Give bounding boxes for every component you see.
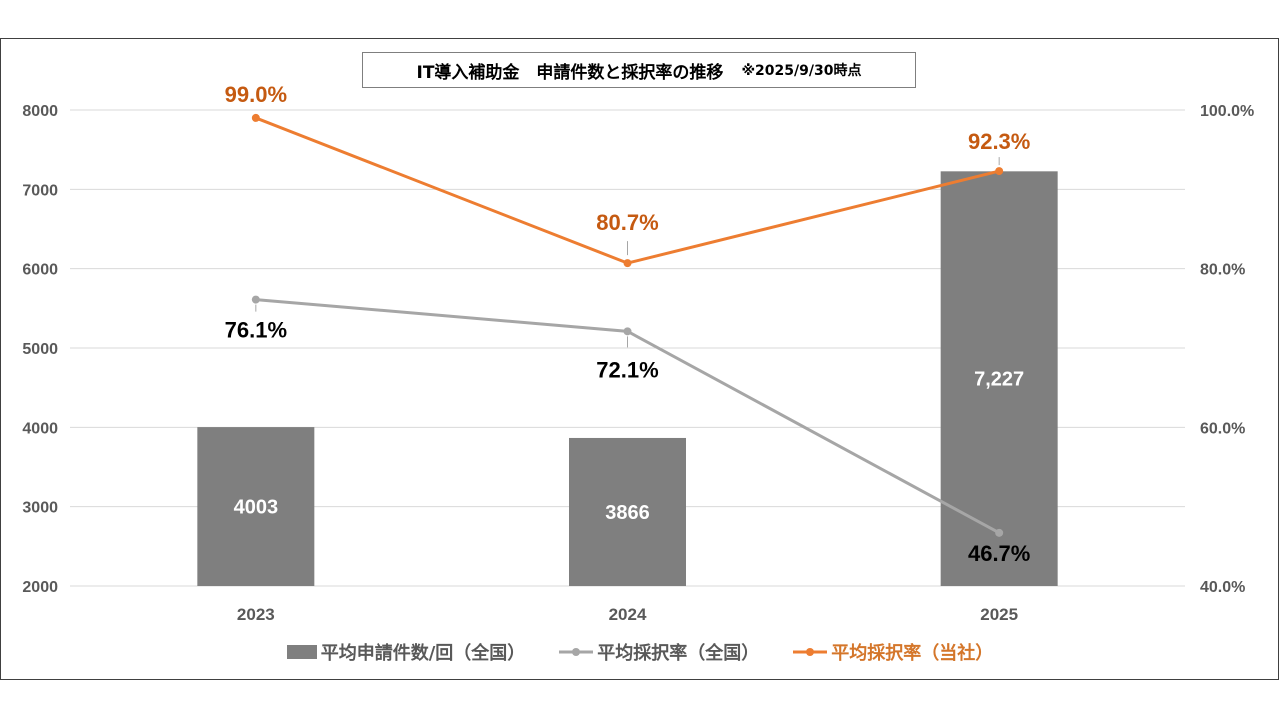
y-left-tick-label: 3000 (22, 500, 58, 517)
legend-label-national-rate: 平均採択率（全国） (597, 643, 760, 664)
bar (940, 171, 1058, 587)
legend-national-line-swatch (559, 648, 594, 656)
chart-title-note: ※2025/9/30時点 (741, 63, 862, 79)
y-left-tick-label: 2000 (22, 579, 58, 596)
chart-title-box: IT導入補助金 申請件数と採択率の推移 ※2025/9/30時点 (362, 52, 916, 88)
legend-item-bars: 平均申請件数/回（全国） (286, 639, 526, 665)
y-left-tick-label: 4000 (22, 420, 58, 437)
x-tick-label: 2023 (237, 605, 275, 624)
legend: 平均申請件数/回（全国） 平均採択率（全国） 平均採択率（当社） (0, 637, 1280, 667)
bar (197, 427, 315, 586)
bar-value-label: 7,227 (974, 369, 1024, 391)
company-rate-point (623, 259, 632, 268)
company-rate-data-label: 92.3% (968, 129, 1030, 154)
y-right-tick-label: 100.0% (1200, 103, 1254, 120)
company-rate-data-label: 80.7% (596, 210, 658, 235)
chart-title: IT導入補助金 申請件数と採択率の推移 (416, 62, 724, 83)
national-rate-data-label: 76.1% (225, 318, 287, 343)
x-tick-label: 2024 (609, 605, 647, 624)
legend-item-national-rate: 平均採択率（全国） (559, 639, 759, 665)
national-rate-data-label: 46.7% (968, 541, 1030, 566)
legend-label-bars: 平均申請件数/回（全国） (320, 643, 526, 664)
legend-bar-swatch (286, 645, 317, 659)
y-left-tick-label: 5000 (22, 341, 58, 358)
y-right-tick-label: 40.0% (1200, 579, 1245, 596)
x-tick-label: 2025 (980, 605, 1018, 624)
y-left-tick-label: 8000 (22, 103, 58, 120)
company-rate-point (251, 113, 260, 122)
national-rate-data-label: 72.1% (596, 357, 658, 382)
national-rate-point (995, 528, 1004, 537)
national-rate-point (623, 327, 632, 336)
bar (569, 437, 686, 586)
chart-frame (0, 38, 1279, 680)
legend-company-line-swatch (793, 648, 828, 656)
y-right-tick-label: 60.0% (1200, 420, 1245, 437)
y-left-tick-label: 7000 (22, 182, 58, 199)
legend-label-company-rate: 平均採択率（当社） (831, 643, 994, 664)
company-rate-data-label: 99.0% (225, 82, 287, 107)
bar-value-label: 4003 (234, 497, 279, 519)
bar-value-label: 3866 (605, 502, 650, 524)
company-rate-point (995, 167, 1004, 176)
national-rate-point (251, 295, 260, 304)
y-left-tick-label: 6000 (22, 262, 58, 279)
y-right-tick-label: 80.0% (1200, 262, 1245, 279)
legend-item-company-rate: 平均採択率（当社） (793, 639, 993, 665)
